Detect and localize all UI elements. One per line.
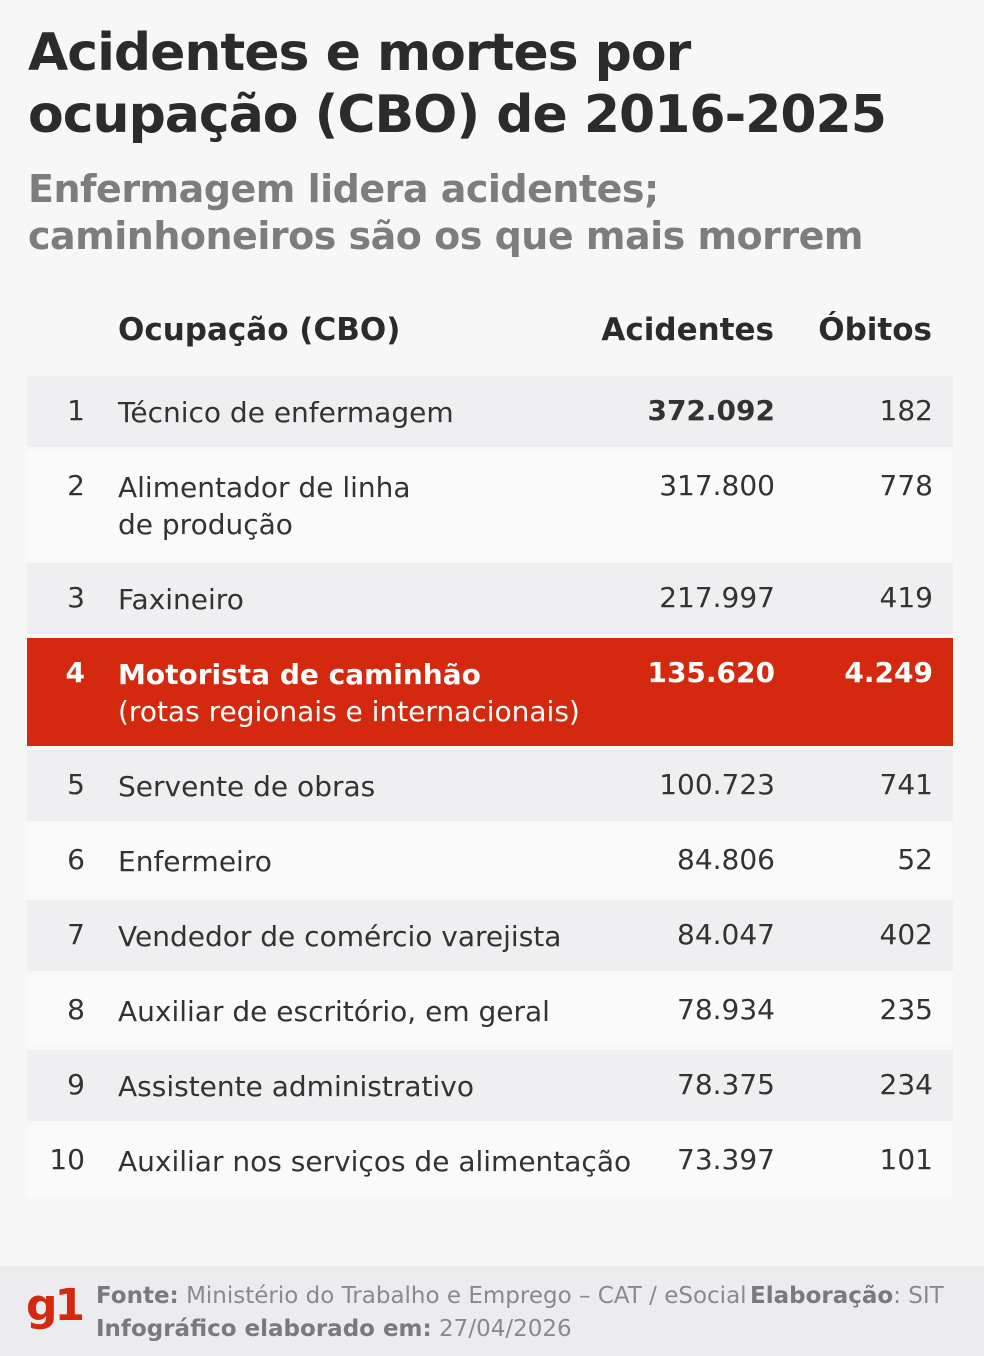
occupation-cell: Servente de obras — [118, 768, 375, 805]
rank-cell: 5 — [67, 768, 85, 801]
date-text: 27/04/2026 — [439, 1316, 572, 1342]
rank-cell: 9 — [67, 1068, 85, 1101]
occupation-name: Servente de obras — [118, 770, 376, 803]
ranking-table: 1 Técnico de enfermagem 372.092 182 2 Aliment… — [27, 376, 953, 1200]
occupation-name: Auxiliar de escritório, em geral — [118, 995, 550, 1028]
source-line: Fonte: Ministério do Trabalho e Emprego … — [96, 1283, 747, 1309]
occupation-name: Alimentador de linha — [118, 471, 411, 504]
occupation-detail: de produção — [118, 508, 293, 541]
occupation-name: Técnico de enfermagem — [118, 396, 454, 429]
credit-line: Elaboração: SIT — [750, 1283, 944, 1309]
occupation-name: Faxineiro — [118, 583, 244, 616]
deaths-cell: 402 — [879, 918, 933, 951]
table-row: 7 Vendedor de comércio varejista 84.047 402 — [27, 900, 953, 971]
deaths-cell: 101 — [879, 1143, 933, 1176]
table-row: 9 Assistente administrativo 78.375 234 — [27, 1050, 953, 1121]
occupation-detail: (rotas regionais e internacionais) — [118, 695, 580, 728]
source-label: Fonte: — [96, 1283, 179, 1309]
rank-cell: 4 — [65, 656, 85, 689]
column-header-occupation: Ocupação (CBO) — [118, 312, 401, 348]
deaths-cell: 234 — [879, 1068, 933, 1101]
table-row: 3 Faxineiro 217.997 419 — [27, 563, 953, 634]
rank-cell: 8 — [67, 993, 85, 1026]
table-row: 5 Servente de obras 100.723 741 — [27, 750, 953, 821]
g1-logo: g1 — [26, 1280, 85, 1331]
accidents-cell: 217.997 — [659, 581, 775, 614]
accidents-cell: 84.047 — [677, 918, 775, 951]
accidents-cell: 372.092 — [647, 394, 775, 427]
occupation-name: Auxiliar nos serviços de alimentação — [118, 1145, 632, 1178]
subtitle: Enfermagem lidera acidentes; caminhoneir… — [28, 167, 864, 258]
date-label: Infográfico elaborado em: — [96, 1316, 432, 1342]
occupation-cell: Assistente administrativo — [118, 1068, 474, 1105]
credit-text: : SIT — [893, 1283, 944, 1309]
rank-cell: 2 — [67, 469, 85, 502]
source-text: Ministério do Trabalho e Emprego – CAT /… — [186, 1283, 747, 1309]
deaths-cell: 182 — [879, 394, 933, 427]
rank-cell: 1 — [67, 394, 85, 427]
accidents-cell: 78.934 — [677, 993, 775, 1026]
table-row: 4 Motorista de caminhão (rotas regionais e… — [27, 638, 953, 746]
rank-cell: 6 — [67, 843, 85, 876]
occupation-cell: Auxiliar de escritório, em geral — [118, 993, 550, 1030]
table-row: 2 Alimentador de linha de produção 317.800 7… — [27, 451, 953, 559]
occupation-cell: Vendedor de comércio varejista — [118, 918, 561, 955]
deaths-cell: 235 — [879, 993, 933, 1026]
occupation-cell: Enfermeiro — [118, 843, 272, 880]
occupation-cell: Alimentador de linha de produção — [118, 469, 411, 543]
credit-label: Elaboração — [750, 1283, 894, 1309]
occupation-cell: Auxiliar nos serviços de alimentação — [118, 1143, 631, 1180]
rank-cell: 10 — [49, 1143, 85, 1176]
accidents-cell: 100.723 — [659, 768, 775, 801]
accidents-cell: 84.806 — [677, 843, 775, 876]
occupation-cell: Motorista de caminhão (rotas regionais e … — [118, 656, 580, 730]
column-header-deaths: Óbitos — [818, 312, 932, 348]
page-title: Acidentes e mortes por ocupação (CBO) de… — [28, 23, 887, 145]
accidents-cell: 135.620 — [647, 656, 775, 689]
table-row: 6 Enfermeiro 84.806 52 — [27, 825, 953, 896]
deaths-cell: 741 — [879, 768, 933, 801]
table-row: 10 Auxiliar nos serviços de alimentação 73… — [27, 1125, 953, 1196]
occupation-name: Vendedor de comércio varejista — [118, 920, 562, 953]
occupation-name: Assistente administrativo — [118, 1070, 474, 1103]
deaths-cell: 4.249 — [844, 656, 933, 689]
column-header-accidents: Acidentes — [601, 312, 774, 348]
accidents-cell: 73.397 — [677, 1143, 775, 1176]
rank-cell: 7 — [67, 918, 85, 951]
footer: g1 Fonte: Ministério do Trabalho e Empre… — [0, 1266, 984, 1356]
accidents-cell: 78.375 — [677, 1068, 775, 1101]
date-line: Infográfico elaborado em: 27/04/2026 — [96, 1316, 572, 1342]
table-row: 1 Técnico de enfermagem 372.092 182 — [27, 376, 953, 447]
occupation-cell: Técnico de enfermagem — [118, 394, 454, 431]
accidents-cell: 317.800 — [659, 469, 775, 502]
occupation-name: Motorista de caminhão — [118, 658, 481, 691]
deaths-cell: 778 — [879, 469, 933, 502]
table-row: 8 Auxiliar de escritório, em geral 78.934 2… — [27, 975, 953, 1046]
rank-cell: 3 — [67, 581, 85, 614]
occupation-cell: Faxineiro — [118, 581, 244, 618]
deaths-cell: 419 — [879, 581, 933, 614]
deaths-cell: 52 — [897, 843, 933, 876]
occupation-name: Enfermeiro — [118, 845, 272, 878]
